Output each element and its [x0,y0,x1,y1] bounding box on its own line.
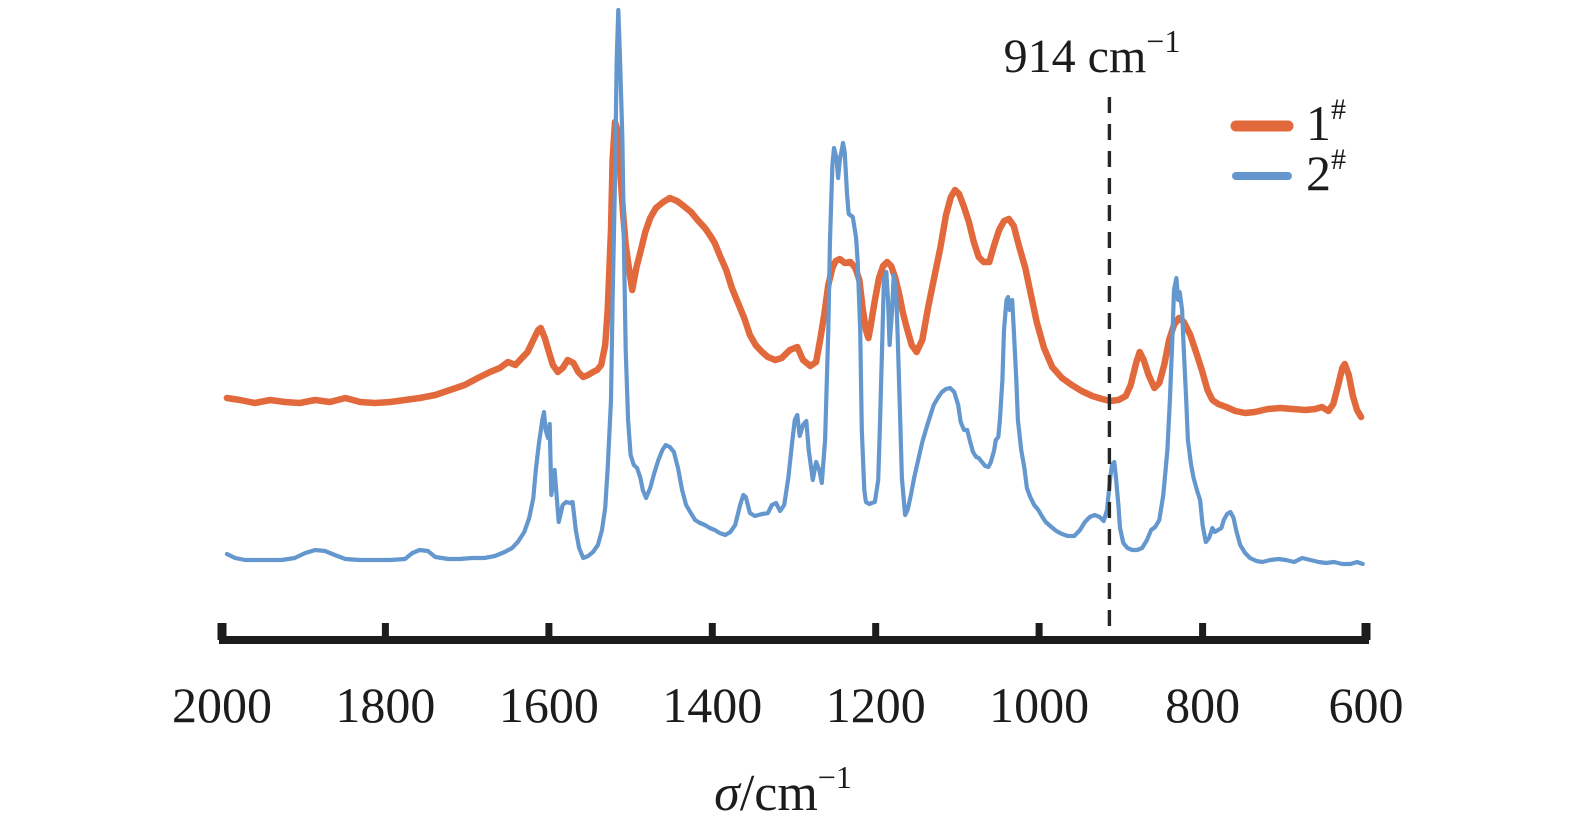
x-axis-tick [1035,623,1043,640]
spectrum-curve-1 [223,118,1365,421]
legend-label-2-superscript: # [1331,143,1346,176]
legend-label-series-1: 1# [1306,93,1346,151]
legend-label-series-2: 2# [1306,143,1346,201]
x-axis-tick [217,623,227,640]
x-axis-ticks: 2000 1800 1600 1400 1200 1000 800 600 [172,623,1404,733]
x-tick-label: 1000 [989,677,1089,733]
legend-label-1-main: 1 [1306,95,1331,151]
annotation-label-main: 914 cm [1004,30,1147,83]
x-axis-tick [1199,623,1207,640]
x-axis-tick [872,623,880,640]
x-tick-label: 1600 [499,677,599,733]
x-axis-tick [381,623,389,640]
x-axis-title: σ/cm−1 [714,759,852,822]
x-axis-title-superscript: −1 [818,759,852,795]
x-axis-line [219,636,1369,644]
legend-label-2-main: 2 [1306,145,1331,201]
plot-curves [223,7,1365,567]
spectrum-curve-2 [224,7,1365,567]
x-tick-label: 800 [1165,677,1240,733]
legend-label-1-superscript: # [1331,93,1346,126]
x-axis-tick [1361,623,1371,640]
annotation-label: 914 cm−1 [1004,23,1181,83]
x-axis-title-sigma: σ [714,765,742,822]
legend: 1# 2# [1230,93,1346,201]
x-axis-tick [545,623,553,640]
x-tick-label: 1200 [826,677,926,733]
x-tick-label: 1400 [662,677,762,733]
x-tick-label: 600 [1329,677,1404,733]
x-axis-tick [708,623,716,640]
x-axis-title-unit: /cm [740,765,818,822]
x-tick-label: 2000 [172,677,272,733]
x-tick-label: 1800 [335,677,435,733]
annotation-label-superscript: −1 [1146,23,1180,59]
x-axis: 2000 1800 1600 1400 1200 1000 800 600 [172,623,1404,733]
